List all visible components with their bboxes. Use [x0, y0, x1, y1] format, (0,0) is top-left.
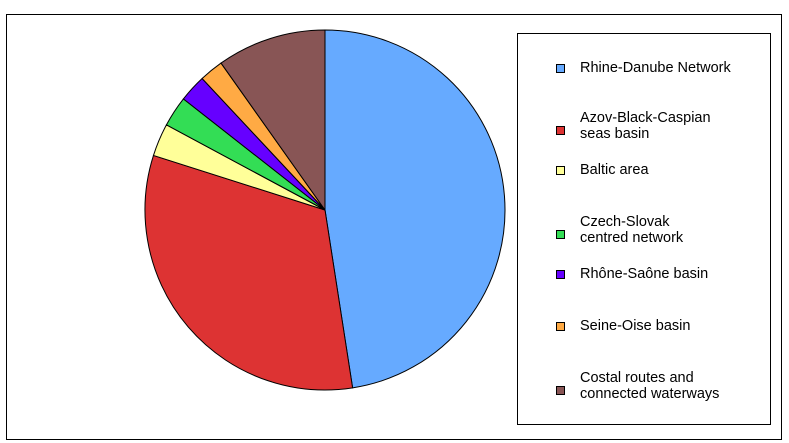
legend-item-3: Baltic area: [518, 162, 770, 202]
legend-swatch-1: [556, 64, 565, 73]
legend-label-5: Rhône-Saône basin: [580, 266, 765, 282]
legend-label-line: connected waterways: [580, 386, 720, 402]
legend-item-2: Azov-Black-Caspian seas basin: [518, 110, 770, 152]
legend-label-line: Costal routes and: [580, 370, 694, 386]
legend-label-7: Costal routes and connected waterways: [580, 370, 765, 402]
legend-label-line: centred network: [580, 230, 684, 246]
legend-swatch-6: [556, 322, 565, 331]
legend-label-line: Seine-Oise basin: [580, 318, 691, 334]
chart-frame: Rhine-Danube Network Azov-Black-Caspian se…: [6, 14, 782, 440]
pie-chart: [144, 29, 506, 391]
legend-swatch-3: [556, 166, 565, 175]
legend-label-line: Baltic area: [580, 162, 649, 178]
legend-label-line: Azov-Black-Caspian: [580, 110, 711, 126]
legend-swatch-2: [556, 126, 565, 135]
legend-swatch-7: [556, 386, 565, 395]
legend-label-line: Rhône-Saône basin: [580, 266, 709, 282]
pie-slice-1: [324, 29, 506, 389]
legend-label-4: Czech-Slovak centred network: [580, 214, 765, 246]
legend-label-2: Azov-Black-Caspian seas basin: [580, 110, 765, 142]
legend: Rhine-Danube Network Azov-Black-Caspian se…: [517, 33, 771, 425]
legend-swatch-4: [556, 230, 565, 239]
legend-label-3: Baltic area: [580, 162, 765, 178]
pie-slice-2: [144, 154, 354, 391]
legend-label-6: Seine-Oise basin: [580, 318, 765, 334]
legend-label-line: seas basin: [580, 126, 650, 142]
legend-item-5: Rhône-Saône basin: [518, 266, 770, 306]
legend-label-line: Rhine-Danube Network: [580, 60, 731, 76]
legend-item-7: Costal routes and connected waterways: [518, 370, 770, 412]
pie-slice-7: [220, 29, 326, 212]
legend-label-1: Rhine-Danube Network: [580, 60, 765, 76]
legend-swatch-5: [556, 270, 565, 279]
legend-item-4: Czech-Slovak centred network: [518, 214, 770, 256]
legend-item-1: Rhine-Danube Network: [518, 60, 770, 100]
legend-label-line: Czech-Slovak: [580, 214, 670, 230]
legend-item-6: Seine-Oise basin: [518, 318, 770, 358]
